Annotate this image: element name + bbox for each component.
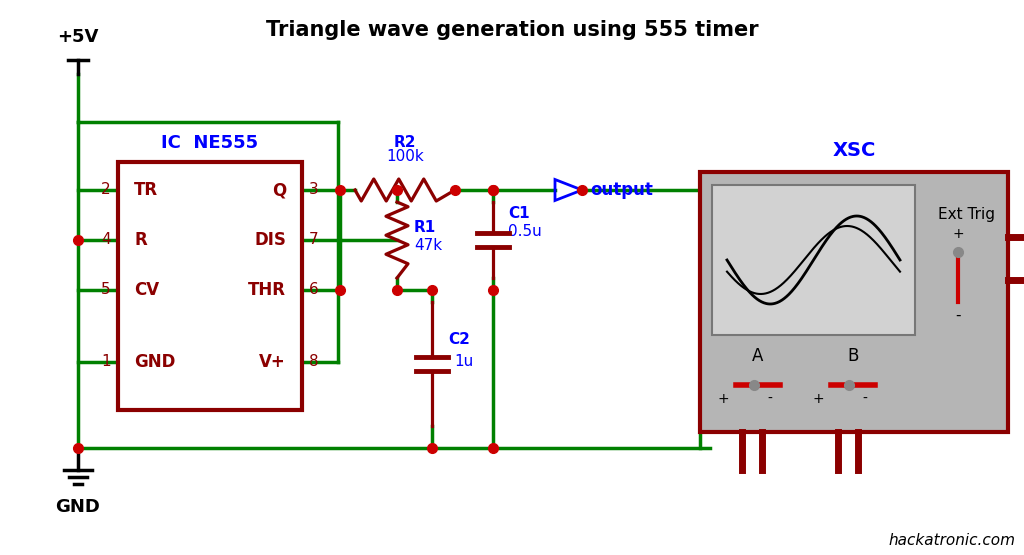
Text: +5V: +5V: [57, 28, 98, 46]
Text: C1: C1: [508, 205, 529, 220]
Text: R: R: [134, 231, 146, 249]
Text: IC  NE555: IC NE555: [162, 134, 259, 152]
Text: 0.5u: 0.5u: [508, 225, 542, 240]
Text: hackatronic.com: hackatronic.com: [888, 533, 1015, 548]
FancyBboxPatch shape: [712, 185, 915, 335]
Text: 3: 3: [309, 183, 318, 198]
Text: Triangle wave generation using 555 timer: Triangle wave generation using 555 timer: [265, 20, 759, 40]
Text: output: output: [590, 181, 653, 199]
Text: R2: R2: [394, 135, 416, 150]
Text: V+: V+: [259, 353, 286, 371]
Text: B: B: [847, 347, 859, 365]
Text: -: -: [955, 307, 961, 322]
Text: 8: 8: [309, 355, 318, 370]
Text: CV: CV: [134, 281, 159, 299]
Text: TR: TR: [134, 181, 158, 199]
Text: +: +: [952, 227, 964, 241]
Text: XSC: XSC: [833, 141, 876, 160]
Text: THR: THR: [248, 281, 286, 299]
Text: C2: C2: [449, 332, 470, 347]
Text: +: +: [812, 392, 824, 406]
Text: -: -: [768, 392, 772, 406]
Text: 2: 2: [101, 183, 111, 198]
Text: 4: 4: [101, 233, 111, 248]
Text: -: -: [862, 392, 867, 406]
Text: Ext Trig: Ext Trig: [938, 206, 995, 221]
Text: GND: GND: [55, 498, 100, 516]
Text: 1u: 1u: [454, 355, 473, 370]
Text: 5: 5: [101, 282, 111, 297]
Text: DIS: DIS: [254, 231, 286, 249]
Text: +: +: [717, 392, 729, 406]
Text: 1: 1: [101, 355, 111, 370]
Text: R1: R1: [414, 220, 436, 235]
Text: 7: 7: [309, 233, 318, 248]
FancyBboxPatch shape: [118, 162, 302, 410]
Text: A: A: [753, 347, 764, 365]
Text: GND: GND: [134, 353, 175, 371]
Text: 47k: 47k: [414, 239, 442, 254]
FancyBboxPatch shape: [700, 172, 1008, 432]
Text: 6: 6: [309, 282, 318, 297]
Text: Q: Q: [271, 181, 286, 199]
Text: 100k: 100k: [386, 149, 424, 164]
